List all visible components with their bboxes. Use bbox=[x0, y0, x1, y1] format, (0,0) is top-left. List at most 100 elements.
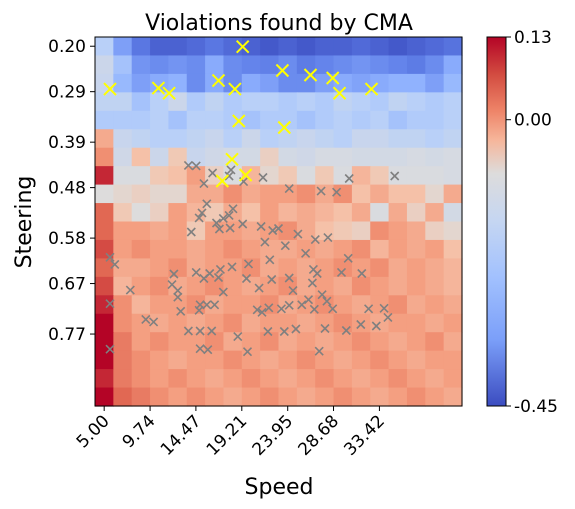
heatmap-cell bbox=[370, 129, 390, 149]
x-tick-label: 33.42 bbox=[340, 411, 389, 460]
heatmap-cell bbox=[95, 313, 114, 333]
heatmap-cell bbox=[351, 239, 371, 259]
heatmap-cell bbox=[388, 166, 408, 186]
heatmap-cell bbox=[186, 55, 206, 75]
heatmap-cell bbox=[370, 37, 390, 57]
sample-marker bbox=[379, 303, 389, 313]
heatmap-cell bbox=[333, 92, 353, 112]
sample-marker bbox=[224, 171, 234, 181]
sample-marker bbox=[314, 346, 324, 356]
sample-marker bbox=[263, 326, 273, 337]
heatmap-cell bbox=[370, 221, 390, 241]
heatmap-cell bbox=[131, 110, 151, 130]
heatmap-cell bbox=[205, 129, 225, 149]
sample-marker bbox=[284, 273, 294, 283]
sample-marker bbox=[207, 326, 217, 336]
heatmap-cell bbox=[370, 276, 390, 296]
heatmap-cell bbox=[443, 258, 463, 278]
heatmap-cell bbox=[388, 295, 408, 315]
heatmap-cell bbox=[425, 239, 445, 259]
heatmap-cell bbox=[205, 387, 225, 407]
heatmap-cell bbox=[95, 203, 114, 223]
heatmap-cell bbox=[186, 369, 206, 389]
heatmap-cell bbox=[315, 147, 335, 167]
heatmap-cell bbox=[131, 184, 151, 204]
heatmap-cell bbox=[315, 369, 335, 389]
heatmap-cell bbox=[241, 203, 261, 223]
heatmap-cell bbox=[168, 350, 188, 370]
sample-marker bbox=[273, 223, 284, 234]
heatmap-cell bbox=[131, 276, 151, 296]
chart-title: Violations found by CMA bbox=[145, 11, 413, 36]
heatmap-cell bbox=[131, 166, 151, 186]
heatmap-cell bbox=[205, 92, 225, 112]
y-tick-label: 0.58 bbox=[48, 229, 86, 249]
heatmap-cell bbox=[260, 55, 280, 75]
heatmap-cell bbox=[278, 350, 298, 370]
heatmap-cell bbox=[333, 313, 353, 333]
sample-marker bbox=[241, 273, 252, 284]
x-tick-label: 19.21 bbox=[203, 411, 252, 460]
heatmap-cell bbox=[388, 184, 408, 204]
heatmap-cell bbox=[443, 37, 463, 57]
heatmap-cell bbox=[241, 73, 261, 93]
plot-frame bbox=[94, 36, 463, 407]
heatmap-cell bbox=[186, 73, 206, 93]
heatmap-cell bbox=[241, 258, 261, 278]
sample-marker bbox=[284, 300, 294, 310]
heatmap-cell bbox=[443, 239, 463, 259]
heatmap-cell bbox=[150, 55, 169, 75]
heatmap-cell bbox=[260, 332, 280, 352]
heatmap-cell bbox=[186, 129, 206, 149]
heatmap-cell bbox=[205, 239, 225, 259]
heatmap-cell bbox=[351, 166, 371, 186]
heatmap-cell bbox=[443, 295, 463, 315]
heatmap-cell bbox=[186, 239, 206, 259]
heatmap-cell bbox=[223, 295, 243, 315]
heatmap-cell bbox=[150, 129, 169, 149]
heatmap-cell bbox=[241, 239, 261, 259]
heatmap-cell bbox=[168, 55, 188, 75]
heatmap-cell bbox=[241, 166, 261, 186]
sample-marker bbox=[105, 344, 115, 354]
heatmap-cell bbox=[278, 387, 298, 407]
sample-marker bbox=[297, 300, 307, 310]
heatmap-cell bbox=[351, 55, 371, 75]
heatmap-cell bbox=[351, 369, 371, 389]
heatmap-cell bbox=[260, 258, 280, 278]
heatmap-cell bbox=[333, 369, 353, 389]
sample-marker bbox=[228, 204, 238, 214]
heatmap-cell bbox=[205, 147, 225, 167]
heatmap-cell bbox=[150, 387, 169, 407]
heatmap-cell bbox=[278, 313, 298, 333]
heatmap-cell bbox=[425, 55, 445, 75]
heatmap-cell bbox=[315, 166, 335, 186]
sample-marker bbox=[225, 223, 235, 233]
heatmap-cell bbox=[131, 350, 151, 370]
sample-marker bbox=[291, 324, 301, 334]
sample-marker bbox=[203, 345, 213, 355]
heatmap-cell bbox=[296, 92, 316, 112]
violation-marker bbox=[228, 82, 242, 96]
violation-marker bbox=[151, 81, 166, 95]
heatmap-cell bbox=[443, 203, 463, 223]
heatmap-cell bbox=[113, 369, 133, 389]
x-tick-label: 9.74 bbox=[119, 411, 160, 452]
y-tick-label: 0.67 bbox=[48, 275, 86, 295]
heatmap-cell bbox=[388, 73, 408, 93]
heatmap-cell bbox=[113, 129, 133, 149]
heatmap-cell bbox=[443, 221, 463, 241]
sample-marker bbox=[268, 225, 278, 236]
heatmap-cell bbox=[388, 239, 408, 259]
y-tick-label: 0.39 bbox=[48, 133, 86, 153]
heatmap-cell bbox=[296, 184, 316, 204]
sample-marker bbox=[267, 274, 277, 285]
heatmap-cell bbox=[443, 332, 463, 352]
heatmap-cell bbox=[296, 313, 316, 333]
heatmap-cell bbox=[241, 369, 261, 389]
heatmap-cell bbox=[425, 166, 445, 186]
heatmap-cell bbox=[113, 55, 133, 75]
heatmap-cell bbox=[315, 129, 335, 149]
heatmap-cell bbox=[278, 166, 298, 186]
heatmap-cell bbox=[351, 147, 371, 167]
